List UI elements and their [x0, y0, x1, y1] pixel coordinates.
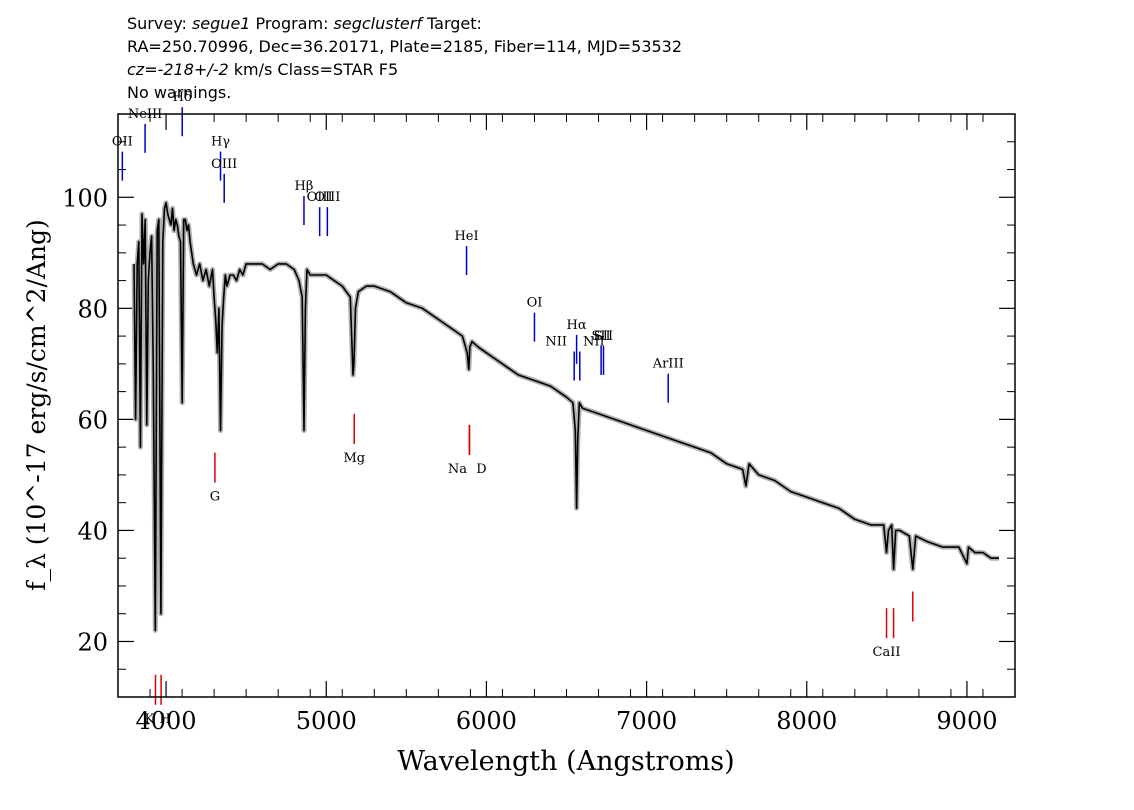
emission-line-label: Hβ [295, 179, 314, 194]
plot-frame [117, 113, 1016, 698]
absorption-line-label: Mg [343, 451, 365, 466]
absorption-line-label: CaII [873, 645, 901, 660]
emission-line-label: OI [527, 296, 543, 311]
emission-line-label: Hγ [211, 135, 230, 150]
emission-line-label: OIII [307, 190, 333, 205]
header-line-survey: Survey: segue1 Program: segclusterf Targ… [127, 12, 682, 35]
spectrum-line [133, 202, 999, 632]
emission-line-label: OIII [211, 157, 237, 172]
x-tick-label: 5000 [296, 707, 357, 735]
absorption-line-label: H [159, 712, 170, 727]
emission-line-label: OII [112, 135, 133, 150]
cz-value: cz=-218+/-2 [127, 60, 229, 79]
emission-line-label: SII [592, 329, 611, 344]
emission-line-label: OIII [314, 190, 340, 205]
survey-value: segue1 [191, 14, 251, 33]
program-value: segclusterf [333, 14, 422, 33]
emission-line-label: Hδ [173, 90, 192, 105]
y-tick-label: 40 [77, 517, 108, 545]
program-label: Program: [250, 14, 334, 33]
y-tick-label: 100 [62, 184, 108, 212]
emission-line-label: NII [545, 335, 567, 350]
absorption-line-label: K [145, 712, 155, 727]
x-tick-label: 8000 [776, 707, 837, 735]
emission-line-label: HeI [454, 229, 478, 244]
x-tick-label: 9000 [936, 707, 997, 735]
error-band [131, 200, 999, 633]
y-axis-label: f_λ (10^-17 erg/s/cm^2/Ang) [22, 219, 51, 591]
header-line-redshift: cz=-218+/-2 km/s Class=STAR F5 [127, 58, 682, 81]
spectrum-header: Survey: segue1 Program: segclusterf Targ… [127, 12, 682, 104]
x-tick-label: 6000 [456, 707, 517, 735]
y-tick-label: 60 [77, 406, 108, 434]
emission-line-label: SII [594, 329, 613, 344]
emission-line-label: NII [583, 335, 605, 350]
absorption-line-label: Na [448, 462, 467, 477]
absorption-line-label: D [476, 462, 486, 477]
x-tick-label: 4000 [136, 707, 197, 735]
emission-line-label: ArIII [652, 357, 684, 372]
tick-labels: 4000 5000 6000 7000 8000 9000 20 40 60 80 100 [62, 184, 997, 735]
axis-ticks [117, 113, 1016, 697]
x-axis-label: Wavelength (Angstroms) [397, 746, 734, 777]
survey-label: Survey: [127, 14, 192, 33]
absorption-line-label: G [210, 490, 220, 505]
line-markers: OIINeIIIHδHγOIIIHβOIIIOIIIHeIOINIIHαNIIS… [112, 90, 914, 727]
emission-line-label: Hα [567, 318, 587, 333]
y-tick-label: 20 [77, 628, 108, 656]
target-label: Target: [421, 14, 482, 33]
header-line-coords: RA=250.70996, Dec=36.20171, Plate=2185, … [127, 37, 683, 56]
class-value: km/s Class=STAR F5 [228, 60, 399, 79]
x-tick-label: 7000 [616, 707, 677, 735]
y-tick-label: 80 [77, 295, 108, 323]
header-line-warnings: No warnings. [127, 83, 232, 102]
